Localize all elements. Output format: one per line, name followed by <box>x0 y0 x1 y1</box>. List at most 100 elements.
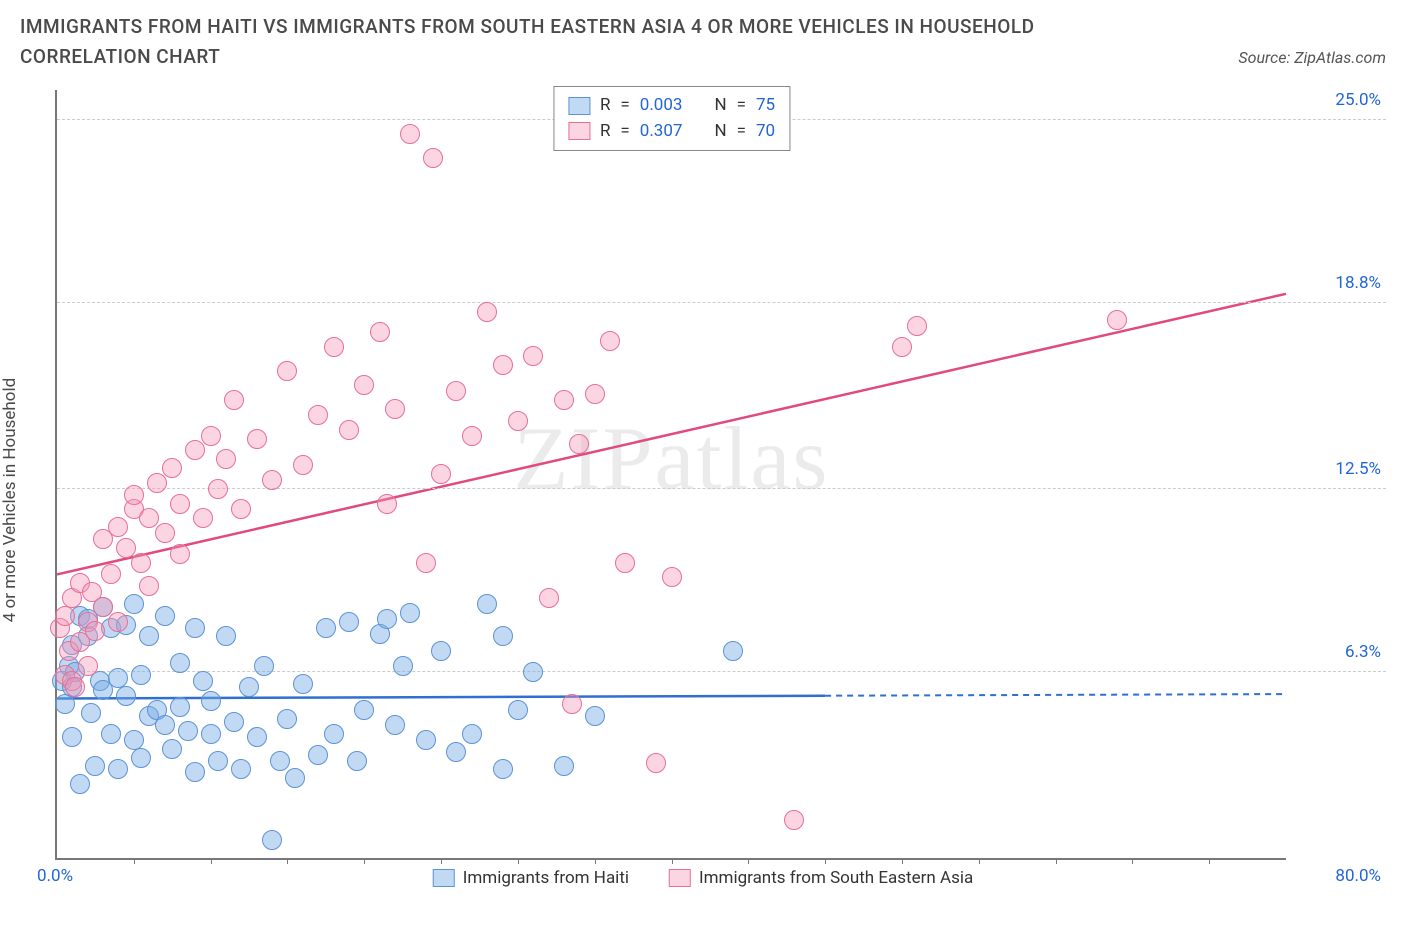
series-legend: Immigrants from HaitiImmigrants from Sou… <box>433 868 974 888</box>
data-point-haiti <box>81 703 101 723</box>
data-point-sea <box>324 337 344 357</box>
data-point-haiti <box>139 626 159 646</box>
data-point-haiti <box>477 594 497 614</box>
x-tick <box>902 858 903 864</box>
data-point-haiti <box>462 724 482 744</box>
data-point-haiti <box>308 745 328 765</box>
x-tick <box>364 858 365 864</box>
data-point-haiti <box>62 727 82 747</box>
data-point-haiti <box>116 686 136 706</box>
swatch-icon <box>568 122 590 140</box>
data-point-sea <box>339 420 359 440</box>
data-point-sea <box>600 331 620 351</box>
swatch-icon <box>433 869 455 887</box>
data-point-sea <box>85 621 105 641</box>
x-tick <box>134 858 135 864</box>
data-point-sea <box>646 753 666 773</box>
x-tick <box>672 858 673 864</box>
data-point-sea <box>892 337 912 357</box>
plot-area: ZIPatlas R=0.003N=75R=0.307N=70 6.3%12.5… <box>55 90 1286 860</box>
x-tick <box>748 858 749 864</box>
data-point-sea <box>615 553 635 573</box>
data-point-sea <box>78 656 98 676</box>
legend-item-sea: Immigrants from South Eastern Asia <box>669 868 973 888</box>
data-point-haiti <box>270 751 290 771</box>
data-point-sea <box>446 381 466 401</box>
data-point-haiti <box>554 756 574 776</box>
data-point-haiti <box>385 715 405 735</box>
data-point-haiti <box>108 759 128 779</box>
stats-legend: R=0.003N=75R=0.307N=70 <box>553 86 790 151</box>
data-point-haiti <box>523 662 543 682</box>
data-point-haiti <box>493 626 513 646</box>
x-tick <box>1209 858 1210 864</box>
data-point-haiti <box>508 700 528 720</box>
data-point-sea <box>662 567 682 587</box>
data-point-sea <box>185 440 205 460</box>
data-point-sea <box>569 434 589 454</box>
data-point-haiti <box>155 606 175 626</box>
data-point-sea <box>377 494 397 514</box>
data-point-sea <box>55 606 75 626</box>
data-point-haiti <box>216 626 236 646</box>
data-point-haiti <box>131 665 151 685</box>
data-point-sea <box>354 375 374 395</box>
y-axis-label: 4 or more Vehicles in Household <box>0 378 20 622</box>
data-point-haiti <box>324 724 344 744</box>
data-point-haiti <box>247 727 267 747</box>
data-point-haiti <box>231 759 251 779</box>
data-point-sea <box>416 553 436 573</box>
source-label: Source: ZipAtlas.com <box>1238 48 1386 73</box>
data-point-haiti <box>446 742 466 762</box>
data-point-sea <box>170 544 190 564</box>
x-tick <box>287 858 288 864</box>
data-point-sea <box>554 390 574 410</box>
gridline <box>57 488 1386 489</box>
watermark: ZIPatlas <box>514 407 830 510</box>
data-point-haiti <box>723 641 743 661</box>
data-point-haiti <box>254 656 274 676</box>
data-point-sea <box>139 576 159 596</box>
data-point-haiti <box>85 756 105 776</box>
data-point-sea <box>585 384 605 404</box>
chart-title: IMMIGRANTS FROM HAITI VS IMMIGRANTS FROM… <box>20 12 1170 73</box>
data-point-sea <box>155 523 175 543</box>
data-point-sea <box>170 494 190 514</box>
stats-row-sea: R=0.307N=70 <box>568 119 775 145</box>
data-point-sea <box>65 677 85 697</box>
x-tick <box>1056 858 1057 864</box>
x-tick-label: 80.0% <box>1335 866 1381 886</box>
data-point-sea <box>477 302 497 322</box>
y-tick-label: 18.8% <box>1335 273 1381 293</box>
y-tick-label: 6.3% <box>1345 642 1381 662</box>
data-point-sea <box>124 485 144 505</box>
data-point-sea <box>784 810 804 830</box>
data-point-sea <box>400 124 420 144</box>
data-point-sea <box>224 390 244 410</box>
data-point-haiti <box>416 730 436 750</box>
data-point-sea <box>385 399 405 419</box>
data-point-haiti <box>239 677 259 697</box>
data-point-haiti <box>131 748 151 768</box>
data-point-haiti <box>339 612 359 632</box>
data-point-sea <box>131 553 151 573</box>
swatch-icon <box>669 869 691 887</box>
data-point-sea <box>162 458 182 478</box>
y-tick-label: 12.5% <box>1335 459 1381 479</box>
data-point-haiti <box>101 724 121 744</box>
data-point-sea <box>523 346 543 366</box>
data-point-haiti <box>185 762 205 782</box>
data-point-haiti <box>377 609 397 629</box>
data-point-sea <box>308 405 328 425</box>
data-point-sea <box>231 499 251 519</box>
data-point-sea <box>201 426 221 446</box>
data-point-haiti <box>354 700 374 720</box>
data-point-haiti <box>224 712 244 732</box>
x-tick-label: 0.0% <box>37 866 73 886</box>
data-point-sea <box>493 355 513 375</box>
data-point-haiti <box>185 618 205 638</box>
data-point-sea <box>147 473 167 493</box>
data-point-sea <box>907 316 927 336</box>
data-point-sea <box>216 449 236 469</box>
data-point-haiti <box>70 774 90 794</box>
